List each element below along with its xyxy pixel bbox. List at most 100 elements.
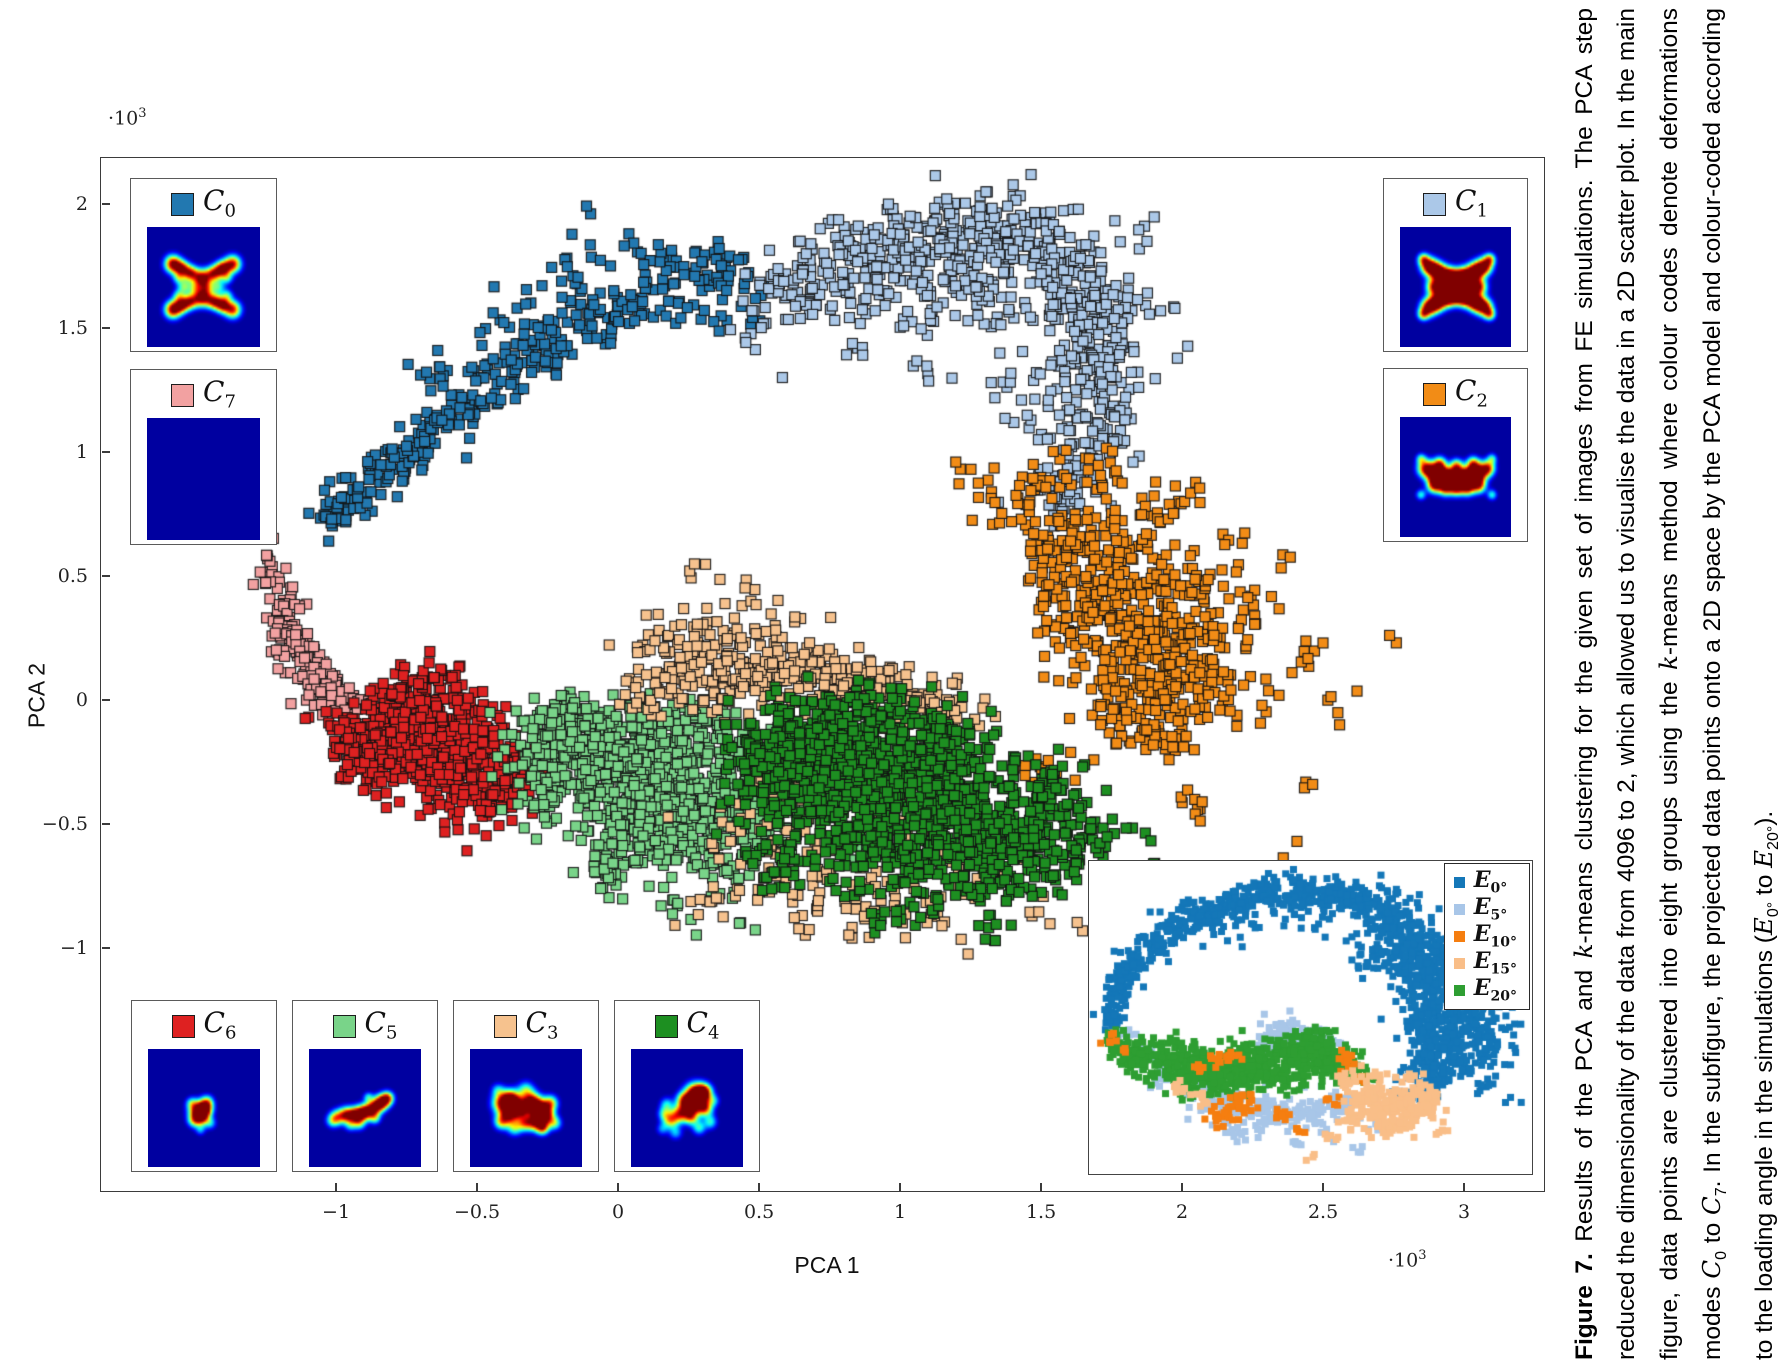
x-tick-label: −0.5 — [453, 1201, 501, 1223]
cluster-swatch-c5 — [332, 1014, 356, 1038]
y-tick-mark — [101, 699, 110, 701]
inset-legend-label-3: E15° — [1473, 948, 1517, 978]
y-tick-label: 0 — [75, 689, 88, 712]
legend-box-c3: C3 — [453, 1000, 599, 1172]
x-tick-label: 1.5 — [1025, 1201, 1057, 1223]
x-tick-label: 3 — [1458, 1201, 1471, 1223]
y-tick-label: −1 — [59, 937, 88, 959]
cluster-label-c0: C0 — [203, 184, 236, 222]
inset-swatch-0 — [1453, 877, 1465, 888]
cluster-swatch-c7 — [171, 383, 195, 407]
inset-legend: E0° E5° E10° E15° E20° — [1443, 863, 1530, 1010]
caption-segment: E — [1748, 849, 1778, 868]
caption-segment: 0° — [1764, 901, 1778, 918]
inset-legend-label-1: E5° — [1473, 894, 1508, 924]
x-tick-label: 2.5 — [1307, 1201, 1339, 1223]
y-tick-mark — [101, 327, 110, 329]
cluster-label-c6: C6 — [203, 1006, 237, 1044]
legend-box-c1: C1 — [1383, 178, 1528, 352]
y-tick-mark — [101, 203, 110, 205]
caption-segment: C — [1697, 1196, 1726, 1215]
cluster-swatch-c4 — [654, 1014, 678, 1038]
x-tick-mark — [1181, 1182, 1183, 1191]
inset-swatch-1 — [1453, 904, 1465, 915]
y-axis-multiplier: ·103 — [108, 106, 147, 130]
deformation-mode-heatmap-c1 — [1400, 227, 1511, 347]
caption-segment: k — [1654, 655, 1683, 670]
y-tick-label: 2 — [75, 193, 88, 216]
caption-segment: to — [1750, 867, 1778, 902]
y-tick-label: −0.5 — [41, 813, 88, 836]
x-tick-mark — [335, 1182, 337, 1191]
caption-segment: 20° — [1764, 825, 1778, 850]
caption-segment: ). — [1750, 810, 1778, 826]
y-tick-label: 0.5 — [57, 565, 88, 588]
figure-caption-area: Figure 7. Results of the PCA and k-means… — [1563, 7, 1778, 1360]
caption-segment: 0 — [1712, 1251, 1730, 1260]
inset-legend-row-4: E20° — [1453, 975, 1517, 1005]
x-tick-label: −1 — [322, 1201, 351, 1223]
caption-segment: . In the subfigure, the projected data p… — [1699, 7, 1778, 1360]
x-tick-mark — [899, 1182, 901, 1191]
figure-caption: Figure 7. Results of the PCA and k-means… — [1563, 7, 1778, 1360]
cluster-swatch-c2 — [1423, 382, 1447, 406]
legend-box-c2: C2 — [1383, 368, 1528, 542]
x-tick-mark — [1322, 1182, 1324, 1191]
caption-segment: Results of the PCA and — [1571, 958, 1598, 1254]
inset-subfigure: E0° E5° E10° E15° E20° — [1088, 860, 1533, 1175]
deformation-mode-heatmap-c3 — [470, 1049, 582, 1167]
x-axis-label: PCA 1 — [794, 1252, 860, 1278]
inset-legend-label-4: E20° — [1473, 975, 1517, 1005]
inset-legend-label-2: E10° — [1473, 921, 1517, 951]
y-tick-mark — [101, 823, 110, 825]
cluster-swatch-c3 — [493, 1014, 517, 1038]
cluster-swatch-c0 — [171, 192, 195, 216]
cluster-label-c5: C5 — [364, 1006, 398, 1044]
legend-box-c6: C6 — [131, 1000, 277, 1172]
deformation-mode-heatmap-c2 — [1400, 417, 1511, 537]
x-tick-mark — [758, 1182, 760, 1191]
x-tick-label: 2 — [1176, 1201, 1189, 1223]
caption-segment: E — [1748, 917, 1778, 936]
x-tick-mark — [1463, 1182, 1465, 1191]
cluster-label-c7: C7 — [203, 375, 236, 413]
inset-legend-row-1: E5° — [1453, 894, 1517, 924]
inset-legend-label-0: E0° — [1473, 867, 1508, 897]
legend-box-c4: C4 — [614, 1000, 760, 1172]
y-tick-mark — [101, 575, 110, 577]
caption-segment: Figure 7. — [1571, 1253, 1598, 1360]
deformation-mode-heatmap-c4 — [631, 1049, 743, 1167]
cluster-label-c3: C3 — [525, 1006, 559, 1044]
y-tick-label: 1 — [75, 441, 88, 464]
inset-swatch-3 — [1453, 958, 1465, 969]
inset-legend-row-0: E0° — [1453, 867, 1517, 897]
cluster-label-c4: C4 — [686, 1006, 720, 1044]
y-tick-mark — [101, 451, 110, 453]
x-tick-mark — [476, 1182, 478, 1191]
y-tick-mark — [101, 947, 110, 949]
x-tick-label: 1 — [894, 1201, 907, 1223]
inset-legend-row-3: E15° — [1453, 948, 1517, 978]
y-tick-label: 1.5 — [57, 317, 88, 340]
legend-box-c7: C7 — [130, 369, 277, 545]
x-tick-label: 0 — [611, 1201, 625, 1223]
cluster-label-c1: C1 — [1455, 184, 1488, 222]
legend-box-c0: C0 — [130, 178, 277, 352]
inset-swatch-2 — [1453, 931, 1465, 942]
legend-box-c5: C5 — [292, 1000, 438, 1172]
cluster-label-c2: C2 — [1455, 374, 1488, 412]
inset-legend-row-2: E10° — [1453, 921, 1517, 951]
x-axis-multiplier: ·103 — [1388, 1248, 1427, 1272]
inset-swatch-4 — [1453, 985, 1465, 996]
cluster-swatch-c6 — [171, 1014, 195, 1038]
caption-segment: C — [1697, 1259, 1726, 1279]
deformation-mode-heatmap-c0 — [147, 227, 260, 347]
deformation-mode-heatmap-c7 — [147, 418, 260, 540]
x-tick-label: 0.5 — [743, 1201, 775, 1223]
cluster-swatch-c1 — [1423, 192, 1447, 216]
caption-segment: 7 — [1712, 1187, 1730, 1197]
deformation-mode-heatmap-c6 — [148, 1049, 260, 1167]
deformation-mode-heatmap-c5 — [309, 1049, 421, 1167]
x-tick-mark — [617, 1182, 619, 1191]
